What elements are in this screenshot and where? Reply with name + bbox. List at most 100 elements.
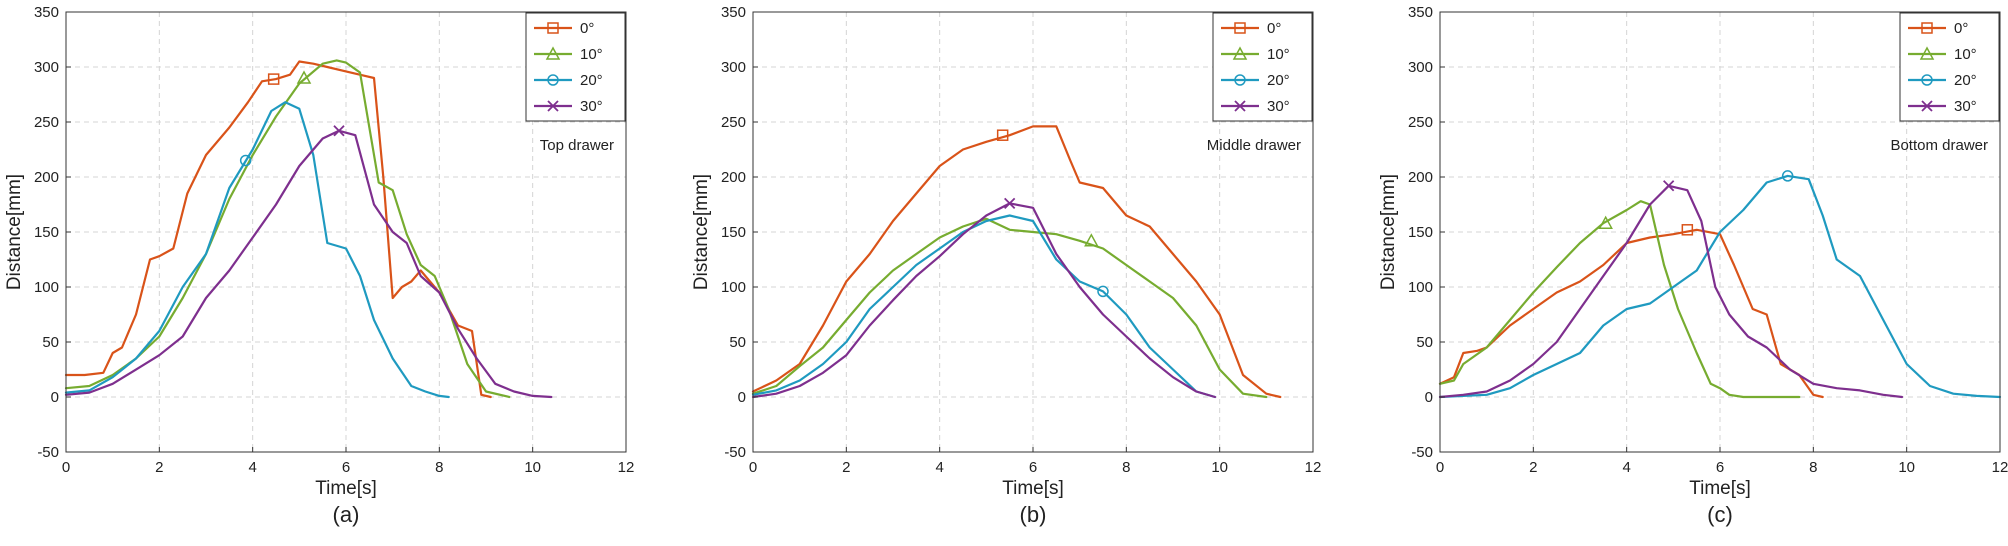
x-tick-label: 8 (435, 459, 443, 476)
x-tick-label: 12 (618, 459, 635, 476)
series-line-c30 (751, 202, 1217, 399)
x-tick-label: 4 (935, 459, 943, 476)
drawer-annotation: Bottom drawer (1890, 137, 1988, 154)
series-line-c20 (751, 214, 1217, 399)
x-tick-label: 0 (1436, 459, 1444, 476)
legend-label-10deg: 10° (1267, 46, 1290, 63)
series-group (751, 125, 1282, 399)
x-tick-label: 0 (749, 459, 757, 476)
grid (66, 12, 626, 452)
legend: 0° 10° 20° 30° (525, 12, 626, 122)
y-tick-label: 350 (34, 4, 59, 21)
y-tick-label: 100 (721, 279, 746, 296)
legend-label-10deg: 10° (580, 46, 603, 63)
legend-marker-c20 (1921, 74, 1933, 86)
legend-swatches (1221, 22, 1259, 112)
x-axis-label: Time[s] (315, 478, 377, 499)
panel-caption: (a) (333, 502, 360, 527)
legend-label-30deg: 30° (580, 98, 603, 115)
series-line-c20 (64, 101, 450, 399)
y-tick-label: 300 (1408, 59, 1433, 76)
x-tick-label: 0 (62, 459, 70, 476)
legend-swatches (534, 22, 572, 112)
y-tick-label: 250 (34, 114, 59, 131)
legend-marker-c20 (547, 74, 559, 86)
y-tick-label: 150 (34, 224, 59, 241)
legend-box (1899, 12, 2000, 122)
y-tick-label: 200 (34, 169, 59, 186)
x-axis-label: Time[s] (1689, 478, 1751, 499)
legend-marker-c30 (1234, 100, 1246, 112)
series-marker-c20 (1781, 170, 1794, 182)
y-tick-label: -50 (37, 444, 59, 461)
x-tick-label: 6 (1716, 459, 1724, 476)
drawer-annotation: Middle drawer (1207, 137, 1301, 154)
legend-box (1212, 12, 1313, 122)
x-tick-label: 8 (1122, 459, 1130, 476)
legend-swatches (1908, 22, 1946, 112)
legend-marker-c0 (1234, 22, 1246, 34)
legend-label-0deg: 0° (1954, 20, 1968, 37)
series-line-c20 (1438, 174, 2002, 399)
legend: 0° 10° 20° 30° (1212, 12, 1313, 122)
legend-marker-c30 (1921, 100, 1933, 112)
y-tick-label: 50 (42, 334, 59, 351)
legend-label-0deg: 0° (580, 20, 594, 37)
y-tick-label: 150 (721, 224, 746, 241)
x-tick-label: 8 (1809, 459, 1817, 476)
series-line-c0 (751, 125, 1282, 399)
y-tick-label: 50 (1416, 334, 1433, 351)
series-marker-c0 (1681, 224, 1694, 236)
series-group (64, 59, 553, 399)
series-group (1438, 170, 2002, 399)
legend-marker-c0 (547, 22, 559, 34)
series-marker-c30 (1663, 180, 1675, 192)
y-tick-label: 250 (721, 114, 746, 131)
panel-caption: (c) (1707, 502, 1733, 527)
x-tick-label: 12 (1305, 459, 1322, 476)
series-line-c10 (64, 59, 511, 399)
y-axis-label: Distance[mm] (1378, 174, 1399, 290)
y-tick-label: 350 (1408, 4, 1433, 21)
series-marker-c10 (1598, 215, 1613, 229)
legend-label-20deg: 20° (1954, 72, 1977, 89)
legend-label-30deg: 30° (1954, 98, 1977, 115)
y-tick-label: 300 (721, 59, 746, 76)
series-line-c30 (1438, 184, 1904, 399)
legend-label-10deg: 10° (1954, 46, 1977, 63)
x-tick-label: 6 (342, 459, 350, 476)
legend-label-30deg: 30° (1267, 98, 1290, 115)
x-tick-label: 10 (1898, 459, 1915, 476)
legend: 0° 10° 20° 30° (1899, 12, 2000, 122)
y-tick-label: 150 (1408, 224, 1433, 241)
legend-label-20deg: 20° (1267, 72, 1290, 89)
legend-label-20deg: 20° (580, 72, 603, 89)
x-tick-label: 10 (524, 459, 541, 476)
series-line-c0 (1438, 228, 1824, 399)
legend-marker-c10 (1232, 46, 1248, 60)
series-marker-c20 (239, 154, 252, 167)
x-tick-label: 4 (248, 459, 256, 476)
y-tick-label: 300 (34, 59, 59, 76)
x-axis-label: Time[s] (1002, 478, 1064, 499)
drawer-annotation: Top drawer (540, 137, 614, 154)
legend-marker-c0 (1921, 22, 1933, 34)
y-tick-label: 200 (1408, 169, 1433, 186)
legend-marker-c20 (1234, 74, 1246, 86)
x-tick-label: 12 (1992, 459, 2008, 476)
legend-marker-c30 (547, 100, 559, 112)
x-tick-label: 2 (1529, 459, 1537, 476)
y-tick-label: 100 (1408, 279, 1433, 296)
series-marker-c10 (1084, 233, 1099, 247)
series-marker-c30 (333, 125, 345, 137)
series-line-c10 (751, 217, 1268, 399)
series-marker-c0 (267, 73, 280, 85)
legend-box (525, 12, 626, 122)
series-marker-c20 (1097, 285, 1109, 298)
